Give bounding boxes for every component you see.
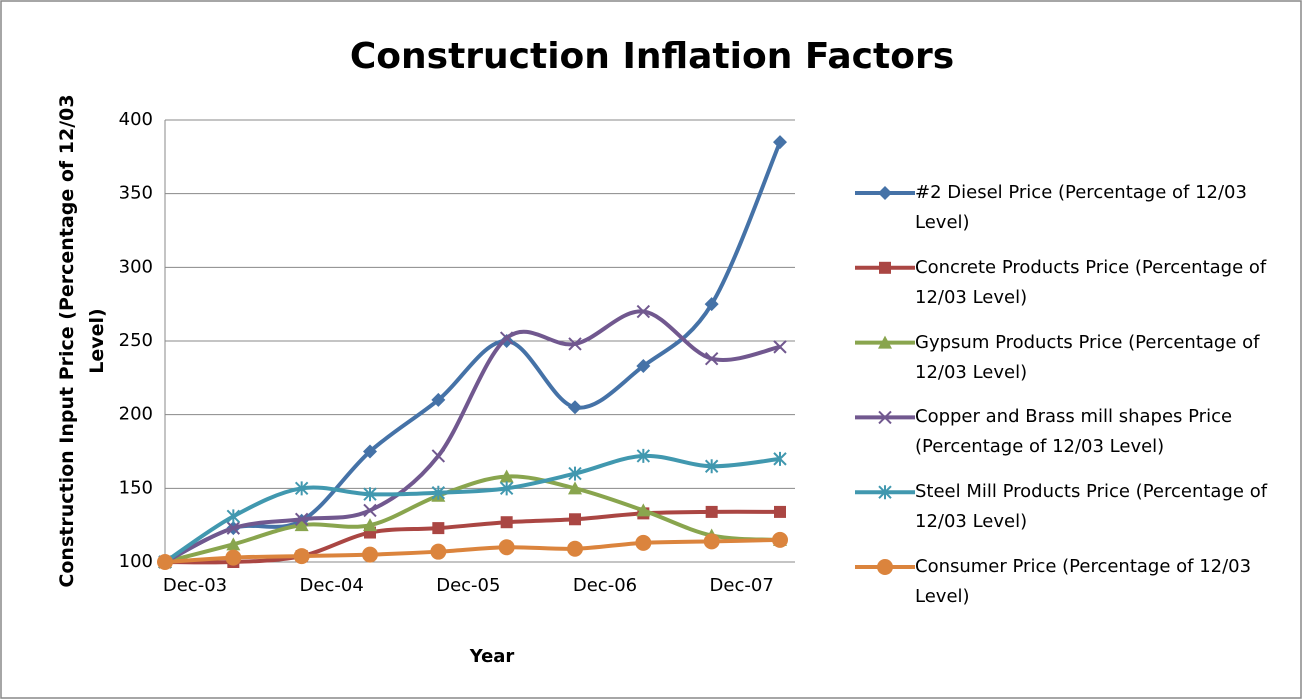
marker xyxy=(499,331,514,345)
series-line xyxy=(164,509,781,565)
legend-label: #2 Diesel Price (Percentage of 12/03 Lev… xyxy=(915,182,1247,233)
marker xyxy=(567,540,583,557)
marker xyxy=(878,186,892,200)
y-axis-label: Construction Input Price (Percentage of … xyxy=(56,94,108,588)
marker xyxy=(294,481,309,496)
marker xyxy=(877,559,893,575)
marker xyxy=(225,549,242,566)
y-tick-label: 200 xyxy=(119,404,153,425)
marker xyxy=(878,485,892,500)
marker xyxy=(773,451,787,466)
legend-label: Consumer Price (Percentage of 12/03 Leve… xyxy=(915,556,1252,607)
x-tick-label: Dec-07 xyxy=(710,575,774,596)
marker xyxy=(568,400,582,415)
marker xyxy=(568,466,582,481)
marker xyxy=(226,537,241,551)
marker xyxy=(773,340,787,354)
marker xyxy=(772,531,788,548)
marker xyxy=(774,505,786,518)
series-line xyxy=(164,141,782,564)
marker xyxy=(294,512,309,526)
marker xyxy=(636,304,651,319)
x-tick-label: Dec-03 xyxy=(163,575,227,596)
marker xyxy=(704,297,719,312)
series-line xyxy=(164,309,781,564)
marker xyxy=(431,449,446,463)
marker xyxy=(363,503,377,518)
marker xyxy=(499,334,514,348)
x-axis-label: Year xyxy=(469,646,515,667)
marker xyxy=(636,448,651,463)
marker xyxy=(635,534,652,551)
marker xyxy=(293,548,310,565)
chart-title: Construction Inflation Factors xyxy=(350,36,954,77)
legend-label: Copper and Brass mill shapes Price (Perc… xyxy=(915,406,1233,458)
legend-label: Gypsum Products Price (Percentage of 12/… xyxy=(915,331,1260,383)
marker xyxy=(703,533,720,550)
x-tick-label: Dec-06 xyxy=(573,575,637,596)
y-tick-label: 150 xyxy=(119,477,153,498)
marker xyxy=(704,459,719,474)
marker xyxy=(430,543,447,560)
series-line xyxy=(163,453,781,564)
marker xyxy=(568,481,582,495)
marker xyxy=(704,351,719,366)
marker xyxy=(498,539,515,556)
marker xyxy=(569,513,581,526)
marker xyxy=(226,521,241,535)
marker xyxy=(636,503,651,517)
marker xyxy=(363,487,377,502)
legend-label: Concrete Products Price (Percentage of 1… xyxy=(915,256,1267,308)
x-tick-label: Dec-05 xyxy=(436,575,500,596)
marker xyxy=(432,522,445,535)
y-tick-label: 300 xyxy=(119,256,153,277)
marker xyxy=(568,337,582,351)
marker xyxy=(294,518,309,532)
y-tick-label: 350 xyxy=(119,183,153,204)
marker xyxy=(431,392,446,407)
marker xyxy=(773,135,787,150)
marker xyxy=(363,444,377,459)
x-tick-label: Dec-04 xyxy=(300,575,364,596)
marker xyxy=(500,516,513,529)
marker xyxy=(226,509,241,524)
legend-label: Steel Mill Products Price (Percentage of… xyxy=(915,481,1268,533)
series-line xyxy=(164,474,781,564)
marker xyxy=(636,359,651,374)
marker xyxy=(431,485,446,500)
y-tick-label: 100 xyxy=(119,551,153,572)
marker xyxy=(705,505,718,518)
marker xyxy=(362,546,378,563)
marker xyxy=(878,410,892,425)
marker xyxy=(499,469,514,483)
marker xyxy=(879,261,891,274)
marker xyxy=(878,335,892,349)
series-line xyxy=(164,537,781,564)
y-tick-label: 400 xyxy=(119,109,153,130)
y-tick-label: 250 xyxy=(119,330,153,351)
marker xyxy=(157,554,173,570)
marker xyxy=(499,481,514,496)
marker xyxy=(363,518,377,532)
